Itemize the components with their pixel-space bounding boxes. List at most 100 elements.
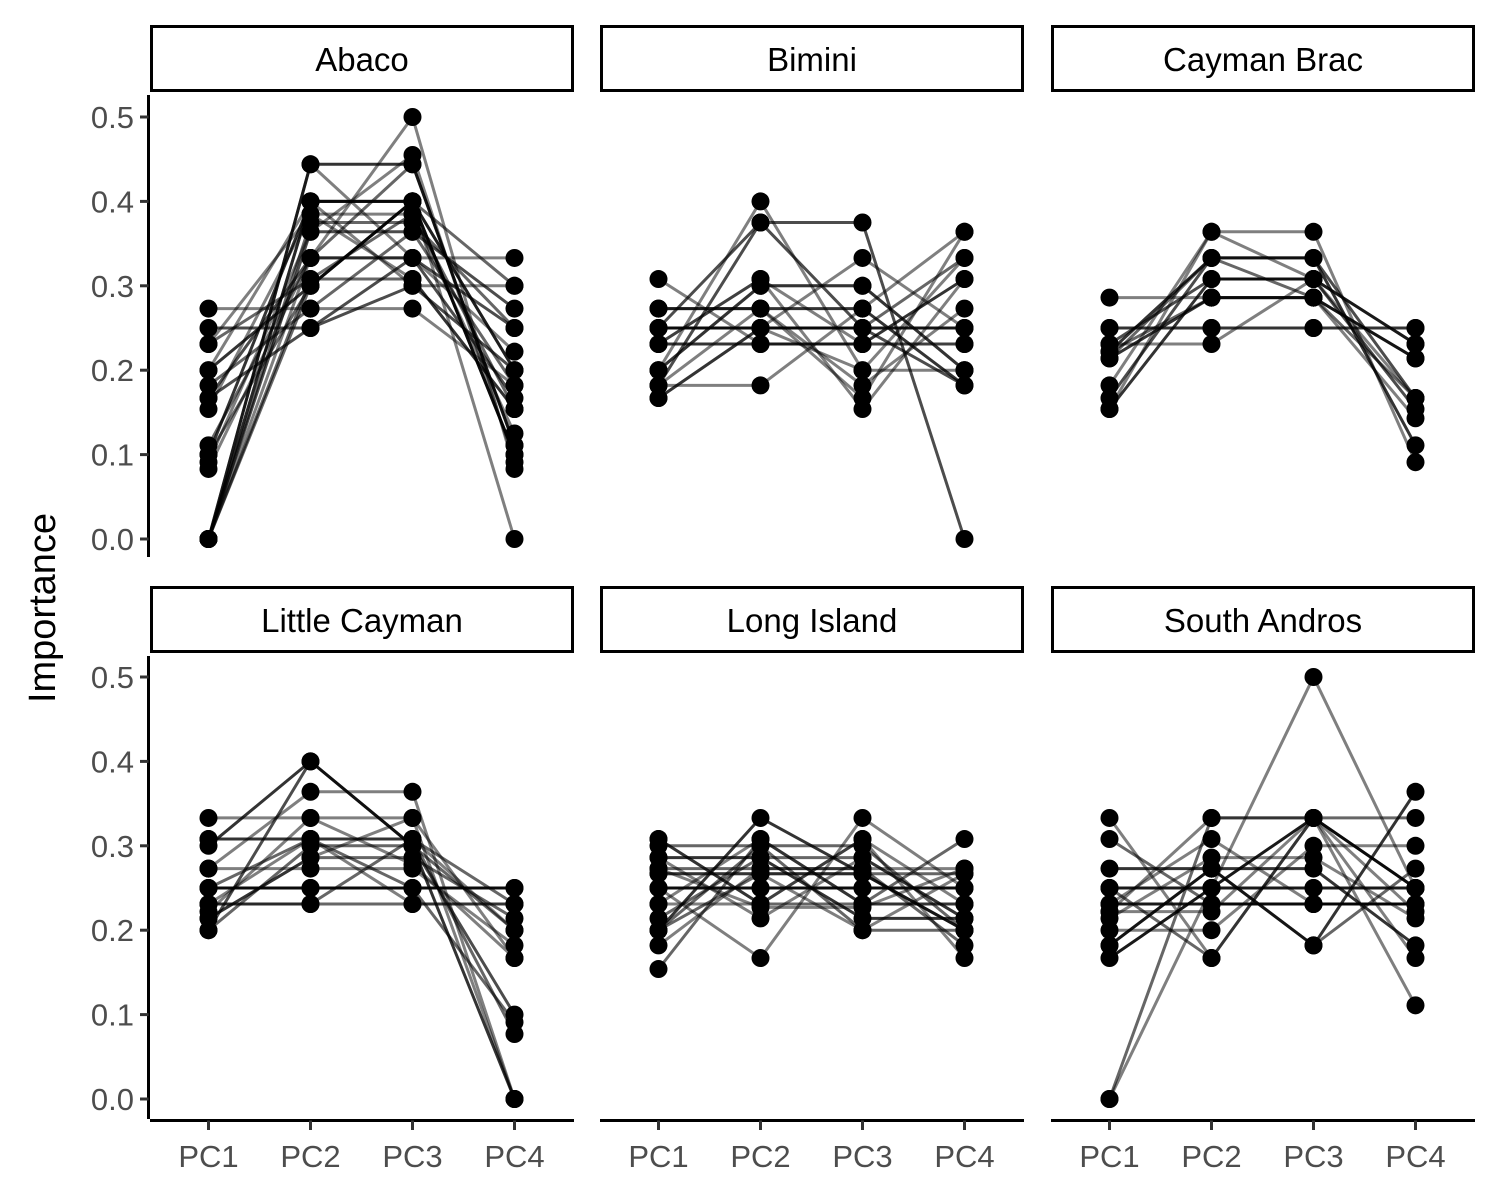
series-line — [1108, 837, 1416, 906]
data-point — [1304, 222, 1323, 241]
data-point — [1202, 859, 1221, 878]
series-line — [207, 212, 516, 435]
data-point — [199, 459, 218, 478]
data-point — [199, 895, 218, 914]
data-point — [751, 299, 770, 318]
facet-title: Bimini — [767, 41, 857, 78]
data-point — [649, 936, 668, 955]
data-point — [403, 859, 422, 878]
data-point — [301, 782, 320, 801]
data-point — [1202, 879, 1221, 897]
data-point — [955, 530, 974, 548]
data-point — [1100, 830, 1119, 849]
data-point — [649, 960, 668, 979]
data-point — [505, 361, 524, 380]
data-point — [403, 830, 422, 849]
series-line — [207, 256, 516, 400]
data-point — [1304, 836, 1323, 855]
data-point — [301, 848, 320, 867]
data-point — [853, 248, 872, 267]
data-point — [301, 879, 320, 897]
data-point — [1202, 830, 1221, 849]
data-point — [955, 319, 974, 337]
data-point — [403, 808, 422, 827]
data-point — [199, 808, 218, 827]
series-line — [207, 759, 516, 1100]
data-point — [1100, 921, 1119, 940]
data-point — [1304, 895, 1323, 914]
series-line — [1108, 866, 1417, 948]
series-lines — [1108, 673, 1417, 1100]
data-point — [955, 830, 974, 849]
data-point — [301, 895, 320, 914]
y-tick-label: 0.3 — [91, 269, 134, 304]
data-point — [199, 879, 218, 897]
data-point — [1202, 319, 1221, 337]
data-point — [1406, 389, 1425, 408]
data-point — [649, 859, 668, 878]
data-point — [751, 335, 770, 354]
data-point — [403, 192, 422, 211]
panel-cayman-brac: Cayman Brac — [1051, 25, 1475, 472]
data-point — [505, 459, 524, 478]
x-tick-label: PC4 — [1385, 1139, 1445, 1174]
data-point — [1202, 288, 1221, 307]
data-point — [955, 270, 974, 289]
facet-title: Cayman Brac — [1163, 41, 1363, 78]
data-point — [955, 909, 974, 928]
data-point — [1100, 936, 1119, 955]
facet-strip — [150, 586, 574, 653]
data-point — [505, 424, 524, 443]
data-point — [955, 335, 974, 354]
y-tick-label: 0.1 — [91, 438, 134, 473]
facet-title: Abaco — [315, 41, 409, 78]
series-line — [658, 256, 966, 372]
data-point — [505, 248, 524, 267]
data-point — [853, 921, 872, 940]
data-point — [1406, 349, 1425, 368]
data-point — [1406, 996, 1425, 1015]
data-point — [853, 830, 872, 849]
x-tick-label: PC3 — [382, 1139, 442, 1174]
data-point — [199, 445, 218, 464]
panels: Abaco 0.0 0.1 0.2 0.3 0.4 0.5 Bimini Cayman Brac… — [91, 25, 1475, 1174]
data-point — [199, 299, 218, 318]
data-point — [751, 879, 770, 897]
series-line — [1108, 296, 1417, 360]
data-point — [1406, 782, 1425, 801]
data-point — [505, 376, 524, 395]
series-line — [658, 307, 966, 388]
x-tick-label: PC1 — [628, 1139, 688, 1174]
data-point — [505, 1013, 524, 1032]
data-point — [853, 213, 872, 232]
data-point — [1100, 400, 1119, 419]
data-point — [199, 335, 218, 354]
data-point — [853, 376, 872, 395]
series-line — [208, 837, 516, 932]
series-line — [1108, 673, 1417, 1100]
data-point — [751, 830, 770, 849]
data-point — [301, 830, 320, 849]
data-point — [1406, 808, 1425, 827]
data-point — [505, 530, 524, 548]
data-point — [403, 222, 422, 241]
y-tick-label: 0.0 — [91, 522, 134, 557]
data-point — [751, 376, 770, 395]
data-point — [505, 921, 524, 940]
series-line — [658, 872, 966, 932]
data-point — [1202, 335, 1221, 354]
series-line — [207, 837, 516, 1024]
data-point — [649, 376, 668, 395]
data-point — [505, 299, 524, 318]
data-point — [403, 895, 422, 914]
panel-abaco: Abaco 0.0 0.1 0.2 0.3 0.4 0.5 — [91, 25, 574, 557]
data-point — [649, 319, 668, 337]
data-point — [403, 155, 422, 174]
data-point — [199, 376, 218, 395]
data-point — [301, 205, 320, 224]
data-point — [1202, 270, 1221, 289]
data-point — [955, 936, 974, 955]
data-point — [853, 361, 872, 380]
data-point — [1406, 859, 1425, 878]
data-point — [505, 1090, 524, 1108]
